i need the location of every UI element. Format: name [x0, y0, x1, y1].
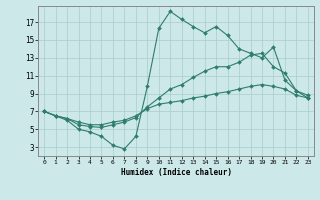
- X-axis label: Humidex (Indice chaleur): Humidex (Indice chaleur): [121, 168, 231, 177]
